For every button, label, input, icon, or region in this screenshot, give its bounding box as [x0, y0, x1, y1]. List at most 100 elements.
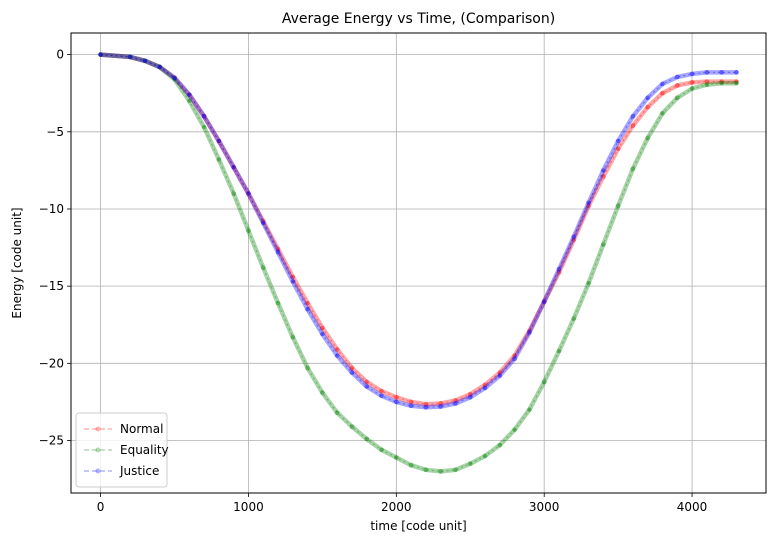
data-point	[497, 373, 503, 378]
legend-label: Justice	[119, 464, 159, 478]
data-point	[689, 71, 695, 77]
data-point	[172, 75, 177, 81]
data-point	[719, 70, 724, 75]
legend-marker	[95, 426, 101, 432]
data-point	[660, 90, 665, 96]
data-point	[201, 124, 207, 130]
data-point	[630, 166, 636, 172]
data-point	[586, 200, 591, 206]
data-point	[571, 316, 577, 321]
data-point	[571, 234, 577, 240]
data-point	[142, 58, 148, 64]
data-point	[334, 347, 340, 352]
legend-box	[75, 412, 168, 488]
data-point	[719, 80, 724, 86]
data-point	[157, 64, 163, 70]
data-point	[305, 365, 310, 371]
data-point	[334, 353, 340, 358]
data-point	[127, 54, 133, 60]
data-point	[379, 447, 384, 453]
data-point	[482, 385, 488, 391]
data-point	[275, 249, 281, 255]
data-point	[260, 265, 266, 270]
data-point	[674, 83, 680, 88]
data-point	[364, 384, 370, 389]
grid	[71, 33, 766, 493]
data-point	[527, 407, 532, 412]
x-tick-label: 0	[97, 500, 105, 514]
data-point	[172, 75, 177, 81]
data-point	[157, 64, 163, 70]
data-point	[734, 79, 739, 84]
data-point	[541, 299, 547, 304]
data-point	[142, 58, 148, 64]
data-point	[660, 81, 665, 87]
x-tick-label: 3000	[529, 500, 560, 514]
data-point	[408, 403, 414, 409]
legend-label: Equality	[120, 443, 169, 457]
data-point	[586, 203, 591, 209]
data-point	[674, 74, 680, 80]
data-point	[586, 280, 591, 286]
data-point	[704, 82, 710, 88]
data-point	[201, 114, 207, 119]
data-point	[246, 228, 251, 233]
y-axis-title: Energy [code unit]	[10, 207, 24, 318]
y-tick-label: −25	[39, 434, 64, 448]
data-point	[408, 462, 414, 468]
data-point	[201, 114, 207, 119]
data-point	[615, 138, 621, 144]
data-point	[260, 220, 266, 226]
data-point	[719, 79, 724, 84]
data-point	[305, 307, 310, 312]
data-point	[275, 246, 281, 252]
data-point	[630, 123, 636, 128]
data-point	[527, 330, 532, 335]
data-point	[98, 52, 103, 57]
data-point	[349, 424, 355, 429]
data-point	[556, 266, 562, 272]
data-point	[127, 54, 133, 60]
data-point	[541, 299, 547, 304]
data-point	[231, 164, 236, 170]
data-point	[674, 95, 680, 101]
data-point	[438, 469, 443, 474]
data-point	[615, 146, 621, 152]
data-point	[497, 442, 503, 448]
x-tick-label: 1000	[233, 500, 264, 514]
data-point	[408, 399, 414, 405]
data-point	[467, 461, 473, 466]
series-equality	[98, 52, 739, 474]
data-point	[601, 168, 606, 173]
y-tick-label: −15	[39, 279, 64, 293]
data-point	[704, 79, 710, 84]
data-point	[615, 203, 621, 209]
ticks: 0 1000 2000 3000 4000 0 −5 −10 −15 −20 −25	[39, 48, 708, 514]
data-point	[231, 191, 236, 196]
data-point	[364, 436, 370, 442]
data-point	[379, 393, 384, 399]
data-point	[275, 300, 281, 306]
x-tick-label: 2000	[381, 500, 412, 514]
y-tick-label: 0	[56, 48, 64, 62]
data-point	[216, 138, 222, 144]
data-point	[290, 334, 296, 340]
data-point	[453, 401, 458, 406]
data-point	[216, 157, 222, 162]
plot-frame	[70, 32, 767, 494]
data-point	[394, 455, 399, 460]
y-tick-label: −10	[39, 202, 64, 216]
data-point	[541, 379, 547, 385]
chart-title: Average Energy vs Time, (Comparison)	[282, 11, 555, 27]
legend-marker	[95, 447, 101, 453]
x-axis-title: time [code unit]	[370, 519, 466, 533]
data-point	[497, 370, 503, 375]
data-point	[689, 80, 695, 85]
data-point	[349, 365, 355, 371]
data-point	[734, 80, 739, 86]
data-point	[305, 300, 310, 306]
data-point	[290, 279, 296, 284]
data-point	[423, 405, 429, 410]
data-point	[290, 274, 296, 280]
